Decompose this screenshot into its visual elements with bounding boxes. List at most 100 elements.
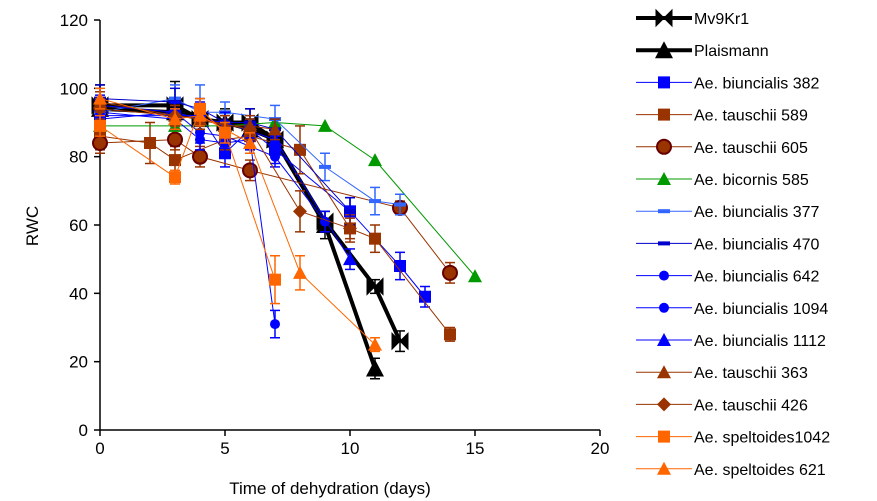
series-8 bbox=[95, 101, 280, 339]
data-point bbox=[657, 172, 671, 185]
legend-label: Ae. speltoides1042 bbox=[694, 430, 830, 447]
data-point bbox=[659, 302, 669, 313]
data-point bbox=[658, 108, 670, 121]
y-tick-label: 80 bbox=[69, 148, 88, 167]
data-point bbox=[169, 154, 181, 167]
data-point bbox=[419, 290, 431, 303]
data-point bbox=[657, 333, 671, 346]
data-point bbox=[268, 122, 282, 136]
legend-item: Ae. biuncialis 642 bbox=[636, 269, 820, 286]
data-point bbox=[144, 137, 156, 149]
legend-item: Ae. tauschii 363 bbox=[636, 365, 808, 382]
legend-item: Ae. biuncialis 377 bbox=[636, 204, 820, 221]
data-point bbox=[656, 138, 672, 155]
data-point bbox=[318, 118, 332, 132]
data-point bbox=[343, 252, 357, 266]
data-point bbox=[368, 337, 382, 351]
y-ticks: 0 20 40 60 80 100 120 bbox=[60, 11, 100, 440]
data-point bbox=[442, 264, 458, 281]
legend-label: Ae. biuncialis 642 bbox=[694, 269, 820, 286]
series-group bbox=[91, 80, 482, 380]
data-point bbox=[658, 241, 670, 246]
y-axis-title: RWC bbox=[23, 206, 42, 246]
y-tick-label: 40 bbox=[69, 284, 88, 303]
data-point bbox=[169, 171, 181, 184]
series-line bbox=[99, 111, 276, 325]
x-tick-label: 15 bbox=[466, 439, 485, 458]
data-point bbox=[269, 273, 281, 286]
data-point bbox=[368, 153, 382, 167]
legend-item: Mv9Kr1 bbox=[636, 8, 749, 28]
data-point bbox=[193, 108, 207, 122]
x-axis-title: Time of dehydration (days) bbox=[229, 479, 431, 498]
data-point bbox=[293, 265, 307, 279]
data-point bbox=[391, 331, 409, 351]
data-point bbox=[343, 221, 357, 236]
data-point bbox=[293, 204, 307, 219]
data-point bbox=[270, 151, 280, 162]
data-point bbox=[394, 202, 406, 207]
data-point bbox=[655, 41, 673, 59]
data-point bbox=[657, 397, 671, 412]
data-point bbox=[192, 148, 208, 165]
data-point bbox=[366, 277, 384, 296]
data-point bbox=[195, 127, 205, 138]
data-point bbox=[344, 209, 356, 214]
data-point bbox=[657, 461, 671, 475]
legend-item: Ae. biuncialis 1094 bbox=[636, 301, 828, 318]
legend-item: Ae. biuncialis 382 bbox=[636, 75, 820, 92]
series-line bbox=[100, 121, 476, 277]
data-point bbox=[369, 232, 381, 245]
x-ticks: 0 5 10 15 20 bbox=[95, 430, 609, 458]
data-point bbox=[394, 260, 406, 272]
legend-item: Ae. tauschii 589 bbox=[636, 108, 808, 125]
legend-label: Ae. bicornis 585 bbox=[694, 172, 809, 189]
legend-label: Ae. biuncialis 1112 bbox=[694, 333, 826, 350]
x-tick-label: 20 bbox=[591, 439, 610, 458]
data-point bbox=[219, 126, 231, 139]
series-line bbox=[99, 98, 376, 345]
data-point bbox=[243, 136, 257, 149]
legend-label: Ae. speltoides 621 bbox=[694, 462, 826, 479]
data-point bbox=[444, 328, 456, 341]
data-point bbox=[659, 270, 669, 281]
y-tick-label: 60 bbox=[69, 216, 88, 235]
data-point bbox=[167, 131, 183, 148]
x-tick-label: 5 bbox=[220, 439, 229, 458]
plot-area: 0 5 10 15 20 0 20 40 60 80 100 120 bbox=[60, 11, 610, 458]
y-tick-label: 120 bbox=[60, 11, 88, 30]
legend-item: Ae. tauschii 605 bbox=[636, 138, 808, 157]
series-line bbox=[99, 139, 451, 274]
legend-label: Ae. biuncialis 382 bbox=[694, 75, 820, 92]
data-point bbox=[468, 269, 482, 283]
data-point bbox=[658, 430, 670, 443]
data-point bbox=[319, 164, 331, 169]
legend-item: Ae. bicornis 585 bbox=[636, 172, 809, 189]
legend-item: Ae. tauschii 426 bbox=[636, 397, 808, 414]
legend-label: Ae. biuncialis 377 bbox=[694, 204, 820, 221]
data-point bbox=[655, 8, 673, 28]
data-point bbox=[657, 365, 671, 379]
data-point bbox=[270, 319, 280, 330]
legend-label: Ae. biuncialis 1094 bbox=[694, 301, 828, 318]
y-tick-label: 20 bbox=[69, 353, 88, 372]
x-tick-label: 10 bbox=[341, 439, 360, 458]
data-point bbox=[294, 143, 306, 156]
legend-label: Ae. tauschii 589 bbox=[694, 108, 808, 125]
data-point bbox=[93, 91, 107, 105]
data-point bbox=[168, 112, 182, 126]
legend-label: Mv9Kr1 bbox=[694, 11, 749, 28]
legend-label: Ae. biuncialis 470 bbox=[694, 236, 820, 253]
legend-label: Plaismann bbox=[694, 43, 769, 60]
legend: Mv9Kr1 Plaismann Ae. biuncialis 382 Ae. tau… bbox=[636, 8, 830, 479]
legend-label: Ae. tauschii 605 bbox=[694, 140, 808, 157]
data-point bbox=[369, 199, 381, 204]
legend-item: Ae. biuncialis 1112 bbox=[636, 333, 826, 350]
y-tick-label: 100 bbox=[60, 79, 88, 98]
legend-label: Ae. tauschii 426 bbox=[694, 397, 808, 414]
data-point bbox=[366, 359, 384, 377]
data-point bbox=[92, 135, 108, 151]
data-point bbox=[658, 209, 670, 214]
legend-item: Ae. speltoides 621 bbox=[636, 461, 826, 479]
